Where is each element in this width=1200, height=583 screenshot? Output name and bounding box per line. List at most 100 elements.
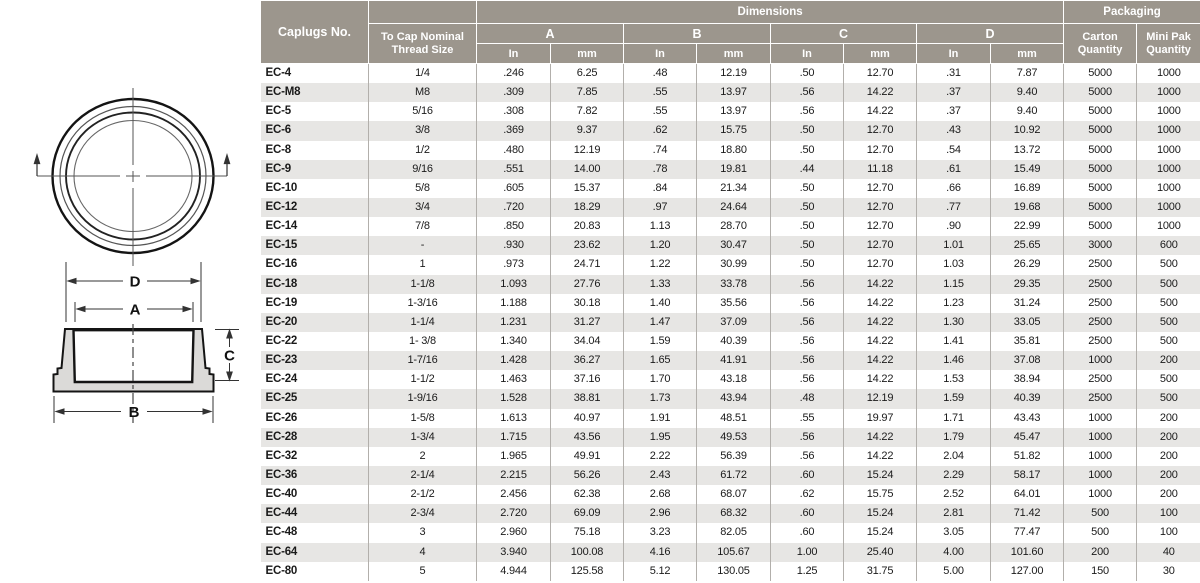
cell-c-in: .44 xyxy=(770,159,844,179)
cell-c-mm: 14.22 xyxy=(843,83,917,103)
cell-caplugs-no: EC-26 xyxy=(260,408,369,428)
cell-thread-size: 3/4 xyxy=(368,197,477,218)
cell-caplugs-no: EC-80 xyxy=(260,561,369,581)
cell-d-in: .54 xyxy=(916,140,991,160)
cell-mini-pak-qty: 200 xyxy=(1136,465,1200,486)
cell-c-mm: 14.22 xyxy=(843,102,917,122)
cell-b-in: .62 xyxy=(623,121,697,141)
cell-thread-size: - xyxy=(368,236,477,256)
cell-c-in: .60 xyxy=(770,504,844,524)
cell-a-in: 1.463 xyxy=(476,370,551,390)
table-row: EC-15- .930 23.62 1.20 30.47.50 12.70 1.01 25.6… xyxy=(260,236,1200,256)
cell-b-in: 2.22 xyxy=(623,446,697,466)
cell-c-mm: 12.70 xyxy=(843,178,917,198)
cell-d-in: 1.03 xyxy=(916,255,991,275)
cell-d-mm: 25.65 xyxy=(989,236,1065,256)
cell-b-mm: 49.53 xyxy=(696,427,771,447)
cell-mini-pak-qty: 200 xyxy=(1136,446,1200,466)
table-row: EC-5 5/16.308 7.82.55 13.97.56 14.22.37 9.40 5… xyxy=(260,102,1200,122)
cell-d-in: 2.04 xyxy=(916,446,991,466)
cell-b-mm: 15.75 xyxy=(696,121,771,141)
cell-mini-pak-qty: 500 xyxy=(1136,312,1200,332)
cell-carton-qty: 5000 xyxy=(1063,63,1138,84)
cell-b-mm: 33.78 xyxy=(696,274,771,294)
cell-a-mm: 18.29 xyxy=(550,197,624,218)
cell-d-mm: 9.40 xyxy=(989,83,1065,103)
cell-caplugs-no: EC-22 xyxy=(260,331,369,352)
cell-a-in: 4.944 xyxy=(476,561,551,581)
cell-b-mm: 28.70 xyxy=(696,217,771,237)
cell-d-in: 1.23 xyxy=(916,293,991,313)
cell-c-mm: 12.70 xyxy=(843,63,917,84)
cell-thread-size: 1 xyxy=(368,255,477,275)
cell-b-in: 1.59 xyxy=(623,331,697,352)
cell-a-in: .369 xyxy=(476,121,551,141)
cell-c-mm: 12.70 xyxy=(843,197,917,218)
cell-carton-qty: 1000 xyxy=(1063,446,1138,466)
cell-a-mm: 30.18 xyxy=(550,293,624,313)
dimension-d: D xyxy=(65,262,202,322)
cell-c-in: .56 xyxy=(770,274,844,294)
cell-a-in: .480 xyxy=(476,140,551,160)
cell-b-in: .78 xyxy=(623,159,697,179)
cell-b-mm: 61.72 xyxy=(696,465,771,486)
cell-c-in: .50 xyxy=(770,140,844,160)
table-row: EC-25 1-9/16 1.528 38.81 1.73 43.94.48 12.19 1.… xyxy=(260,389,1200,409)
cell-d-mm: 33.05 xyxy=(989,312,1065,332)
cell-c-in: .56 xyxy=(770,312,844,332)
cell-thread-size: 1-1/4 xyxy=(368,312,477,332)
header-c-mm: mm xyxy=(843,43,917,64)
cell-a-mm: 43.56 xyxy=(550,427,624,447)
header-caplugs-no: Caplugs No. xyxy=(260,0,369,64)
cell-b-mm: 35.56 xyxy=(696,293,771,313)
cell-mini-pak-qty: 1000 xyxy=(1136,83,1200,103)
cell-mini-pak-qty: 1000 xyxy=(1136,159,1200,179)
cell-a-in: 3.940 xyxy=(476,542,551,562)
cell-b-in: 1.70 xyxy=(623,370,697,390)
table-row: EC-26 1-5/8 1.613 40.97 1.91 48.51.55 19.97 1.7… xyxy=(260,408,1200,428)
cell-c-mm: 14.22 xyxy=(843,427,917,447)
header-a-in: In xyxy=(476,43,551,64)
cell-b-mm: 30.99 xyxy=(696,255,771,275)
cell-d-in: .77 xyxy=(916,197,991,218)
cell-c-mm: 19.97 xyxy=(843,408,917,428)
cell-thread-size: 5 xyxy=(368,561,477,581)
cell-c-in: .50 xyxy=(770,217,844,237)
cell-b-in: .55 xyxy=(623,102,697,122)
cell-thread-size: 1-3/4 xyxy=(368,427,477,447)
cell-b-in: .74 xyxy=(623,140,697,160)
cell-thread-size: 1- 3/8 xyxy=(368,331,477,352)
cell-carton-qty: 2500 xyxy=(1063,255,1138,275)
cell-a-mm: 125.58 xyxy=(550,561,624,581)
cell-b-mm: 30.47 xyxy=(696,236,771,256)
cell-mini-pak-qty: 600 xyxy=(1136,236,1200,256)
cell-caplugs-no: EC-25 xyxy=(260,389,369,409)
cell-a-in: 1.613 xyxy=(476,408,551,428)
cell-d-in: .37 xyxy=(916,102,991,122)
cell-caplugs-no: EC-20 xyxy=(260,312,369,332)
cell-caplugs-no: EC-36 xyxy=(260,465,369,486)
cell-a-in: 1.528 xyxy=(476,389,551,409)
cell-caplugs-no: EC-M8 xyxy=(260,83,369,103)
cell-d-mm: 58.17 xyxy=(989,465,1065,486)
cell-d-mm: 51.82 xyxy=(989,446,1065,466)
cell-c-mm: 14.22 xyxy=(843,331,917,352)
cell-c-in: .56 xyxy=(770,351,844,371)
cell-thread-size: 2 xyxy=(368,446,477,466)
table-row: EC-8 1/2.480 12.19.74 18.80.50 12.70.54 13.72… xyxy=(260,140,1200,160)
cell-b-mm: 48.51 xyxy=(696,408,771,428)
cell-thread-size: 1-7/16 xyxy=(368,351,477,371)
cell-b-mm: 18.80 xyxy=(696,140,771,160)
cell-d-in: 2.29 xyxy=(916,465,991,486)
cell-b-mm: 24.64 xyxy=(696,197,771,218)
cell-mini-pak-qty: 1000 xyxy=(1136,102,1200,122)
cell-a-in: 2.960 xyxy=(476,523,551,543)
cell-c-in: .55 xyxy=(770,408,844,428)
cell-b-in: 3.23 xyxy=(623,523,697,543)
cell-a-in: 1.231 xyxy=(476,312,551,332)
cell-b-mm: 13.97 xyxy=(696,83,771,103)
cell-caplugs-no: EC-14 xyxy=(260,217,369,237)
cell-c-in: .56 xyxy=(770,293,844,313)
cell-mini-pak-qty: 500 xyxy=(1136,293,1200,313)
